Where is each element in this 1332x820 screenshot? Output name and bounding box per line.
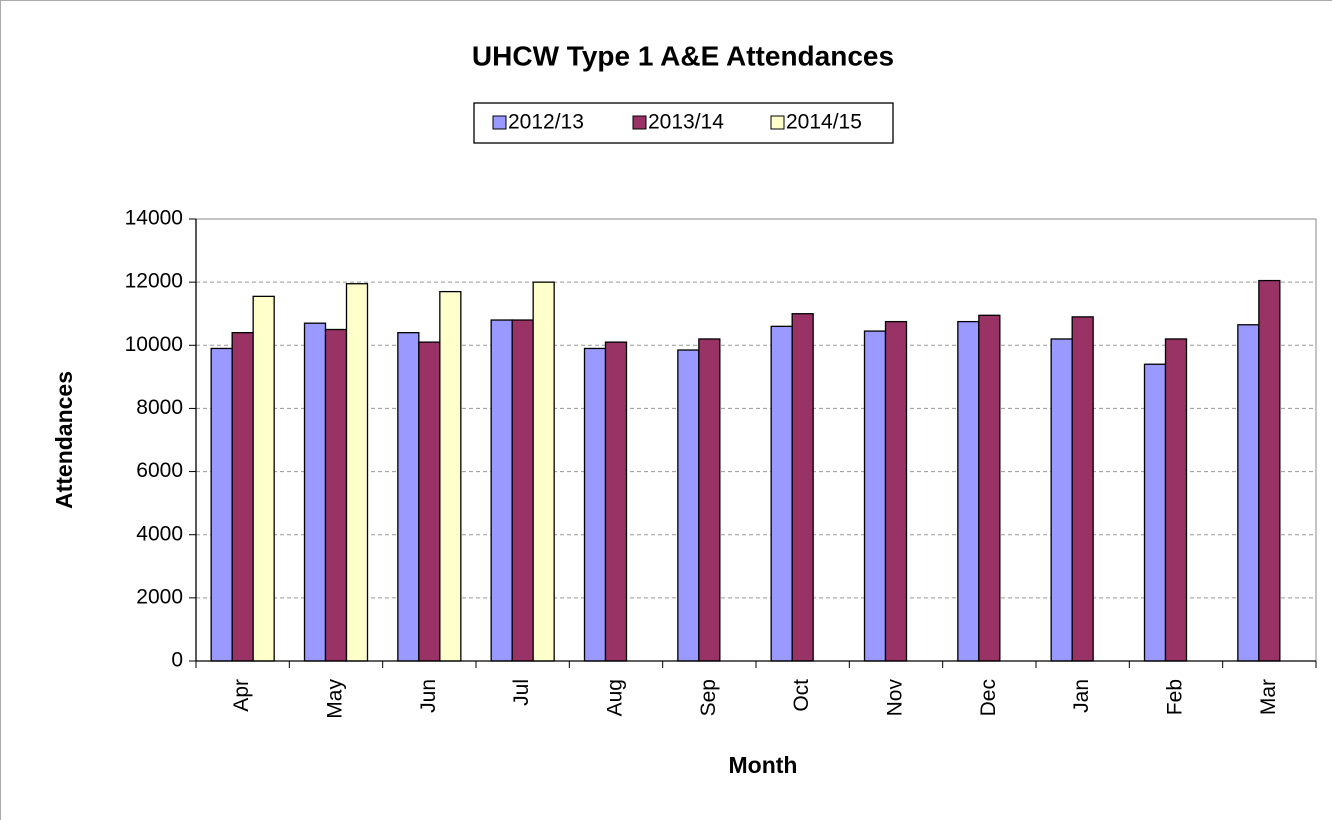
legend-box	[473, 102, 894, 144]
x-tick-label: Jan	[1070, 679, 1093, 713]
bar	[490, 319, 513, 662]
x-tick-label: Jun	[417, 679, 440, 713]
x-axis-label: Month	[729, 752, 798, 778]
bar	[210, 347, 233, 662]
bar	[1258, 279, 1281, 662]
y-tick-label: 10000	[125, 333, 183, 356]
bar	[677, 349, 700, 662]
chart-title: UHCW Type 1 A&E Attendances	[472, 40, 894, 71]
y-tick-label: 6000	[136, 459, 183, 482]
bar	[418, 341, 441, 662]
y-tick-label: 8000	[136, 396, 183, 419]
x-tick-label: Mar	[1257, 679, 1280, 715]
y-tick-label: 12000	[125, 270, 183, 293]
bar	[884, 320, 908, 662]
x-tick-label: Dec	[977, 679, 1000, 716]
legend-swatch	[770, 115, 785, 130]
bar	[604, 341, 628, 662]
x-tick-label: Nov	[884, 679, 907, 717]
bar	[1237, 324, 1260, 662]
x-tick-label: Apr	[230, 679, 253, 712]
y-tick-label: 0	[171, 649, 183, 672]
bar	[698, 338, 721, 662]
bar	[324, 328, 348, 662]
bar	[978, 314, 1001, 662]
legend-swatch	[632, 115, 647, 130]
bar	[439, 290, 462, 662]
bar	[957, 320, 980, 662]
bar	[303, 322, 327, 662]
x-tick-label: Oct	[790, 679, 813, 712]
plot-area	[195, 218, 1317, 662]
y-tick-label: 2000	[136, 585, 183, 608]
legend-label: 2012/13	[508, 111, 584, 134]
bar	[1164, 338, 1188, 662]
bar	[863, 330, 887, 662]
y-axis-label: Attendances	[51, 371, 77, 509]
legend-label: 2013/14	[648, 111, 724, 134]
bar	[1050, 338, 1073, 662]
bar	[1143, 363, 1167, 662]
bar	[397, 332, 420, 662]
bar	[345, 283, 369, 662]
x-tick-label: Jul	[510, 679, 533, 706]
legend-swatch	[492, 115, 507, 130]
bar	[770, 325, 793, 662]
bar	[252, 295, 275, 662]
x-tick-label: Feb	[1164, 679, 1187, 715]
legend-label: 2014/15	[786, 111, 862, 134]
y-tick-label: 14000	[125, 207, 183, 230]
bar	[511, 319, 534, 662]
x-tick-label: May	[324, 679, 347, 719]
y-tick-label: 4000	[136, 522, 183, 545]
bar	[532, 281, 555, 662]
bar	[231, 332, 254, 662]
bar	[583, 347, 607, 662]
x-tick-label: Aug	[604, 679, 627, 716]
bar	[791, 313, 814, 662]
x-tick-label: Sep	[697, 679, 720, 716]
bar	[1071, 316, 1094, 662]
